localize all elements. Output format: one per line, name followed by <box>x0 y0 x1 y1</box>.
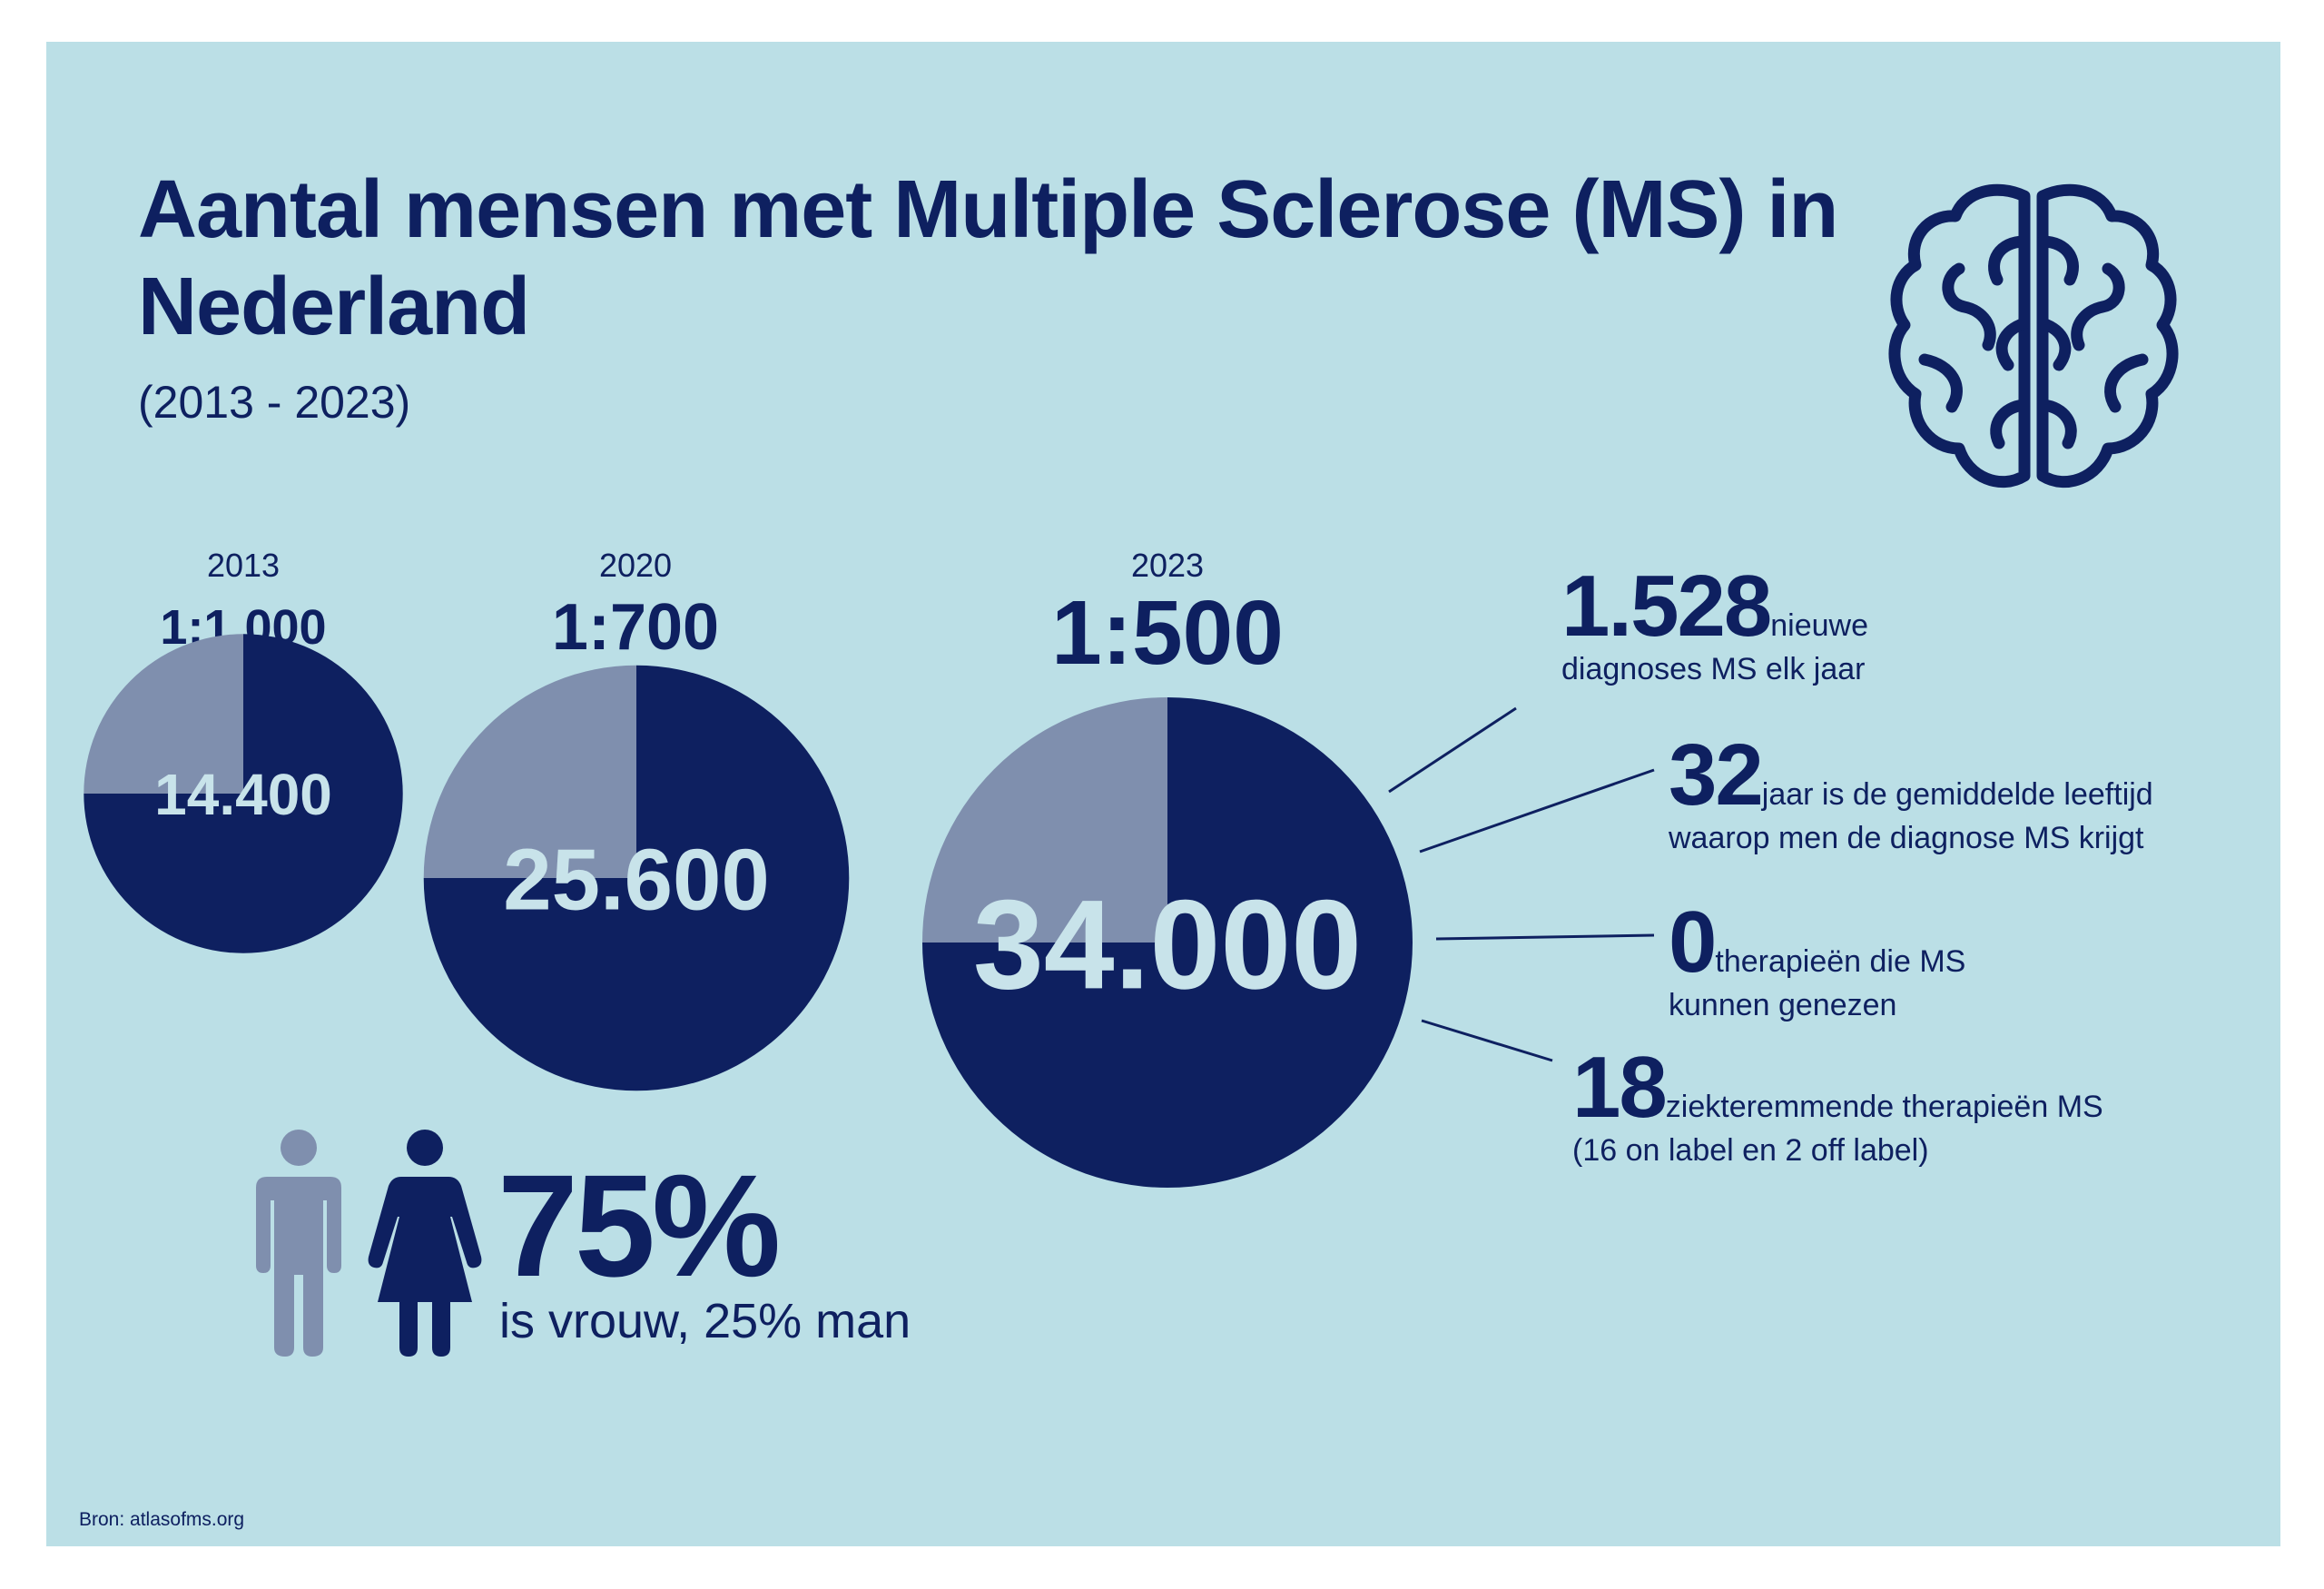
year-label-2013: 2013 <box>206 547 281 584</box>
page-subtitle: (2013 - 2023) <box>138 377 411 428</box>
pie-2020-count-label: 25.600 <box>503 832 770 929</box>
stat-number: 1.528 <box>1561 558 1772 655</box>
gender-split-text: is vrouw, 25% man <box>499 1294 911 1348</box>
stat-inline-text: ziekteremmende therapieën MS <box>1665 1090 2103 1124</box>
pie-2013-slice-2 <box>84 634 243 794</box>
woman-icon <box>368 1130 482 1357</box>
connector-line-4 <box>1421 1019 1553 1062</box>
ratio-2020: 1:700 <box>551 591 720 664</box>
stat-inline-text: jaar is de gemiddelde leeftijd <box>1761 777 2153 812</box>
year-label-2023: 2023 <box>1130 547 1205 584</box>
pie-2013-count-label: 14.400 <box>154 762 332 827</box>
stat-therapies: 18ziekteremmende therapieën MS (16 on la… <box>1572 1039 2103 1168</box>
pie-2023-slice-2 <box>922 697 1167 943</box>
ratio-2023: 1:500 <box>1051 582 1284 684</box>
man-icon <box>256 1130 341 1357</box>
stat-number: 0 <box>1669 893 1717 991</box>
pie-2020-slice-2 <box>423 665 636 878</box>
connector-line-3 <box>1435 933 1655 941</box>
stat-line2: waarop men de diagnose MS krijgt <box>1669 821 2144 855</box>
stat-number: 18 <box>1572 1039 1668 1136</box>
stat-line2: kunnen genezen <box>1669 988 1897 1022</box>
source-credit: Bron: atlasofms.org <box>79 1509 245 1530</box>
stat-new-diagnoses: 1.528nieuwe diagnoses MS elk jaar <box>1561 558 1868 686</box>
brain-icon <box>1888 183 2179 489</box>
stat-line2: (16 on label en 2 off label) <box>1572 1133 1929 1168</box>
connector-line-1 <box>1388 706 1517 794</box>
stat-inline-text: therapieën die MS <box>1715 944 1966 979</box>
year-label-2020: 2020 <box>598 547 673 584</box>
stat-inline-text: nieuwe <box>1770 608 1868 643</box>
stat-average-age: 32jaar is de gemiddelde leeftijd waarop … <box>1669 732 2153 854</box>
page-title: Aantal mensen met Multiple Sclerose (MS)… <box>138 164 1838 352</box>
stat-number: 32 <box>1669 726 1764 824</box>
pie-2023-count-label: 34.000 <box>973 873 1362 1015</box>
connector-line-2 <box>1419 768 1655 854</box>
female-percentage: 75% <box>497 1144 781 1307</box>
stat-cures: 0therapieën die MS kunnen genezen <box>1669 893 1966 1022</box>
stat-line2: diagnoses MS elk jaar <box>1561 652 1866 686</box>
